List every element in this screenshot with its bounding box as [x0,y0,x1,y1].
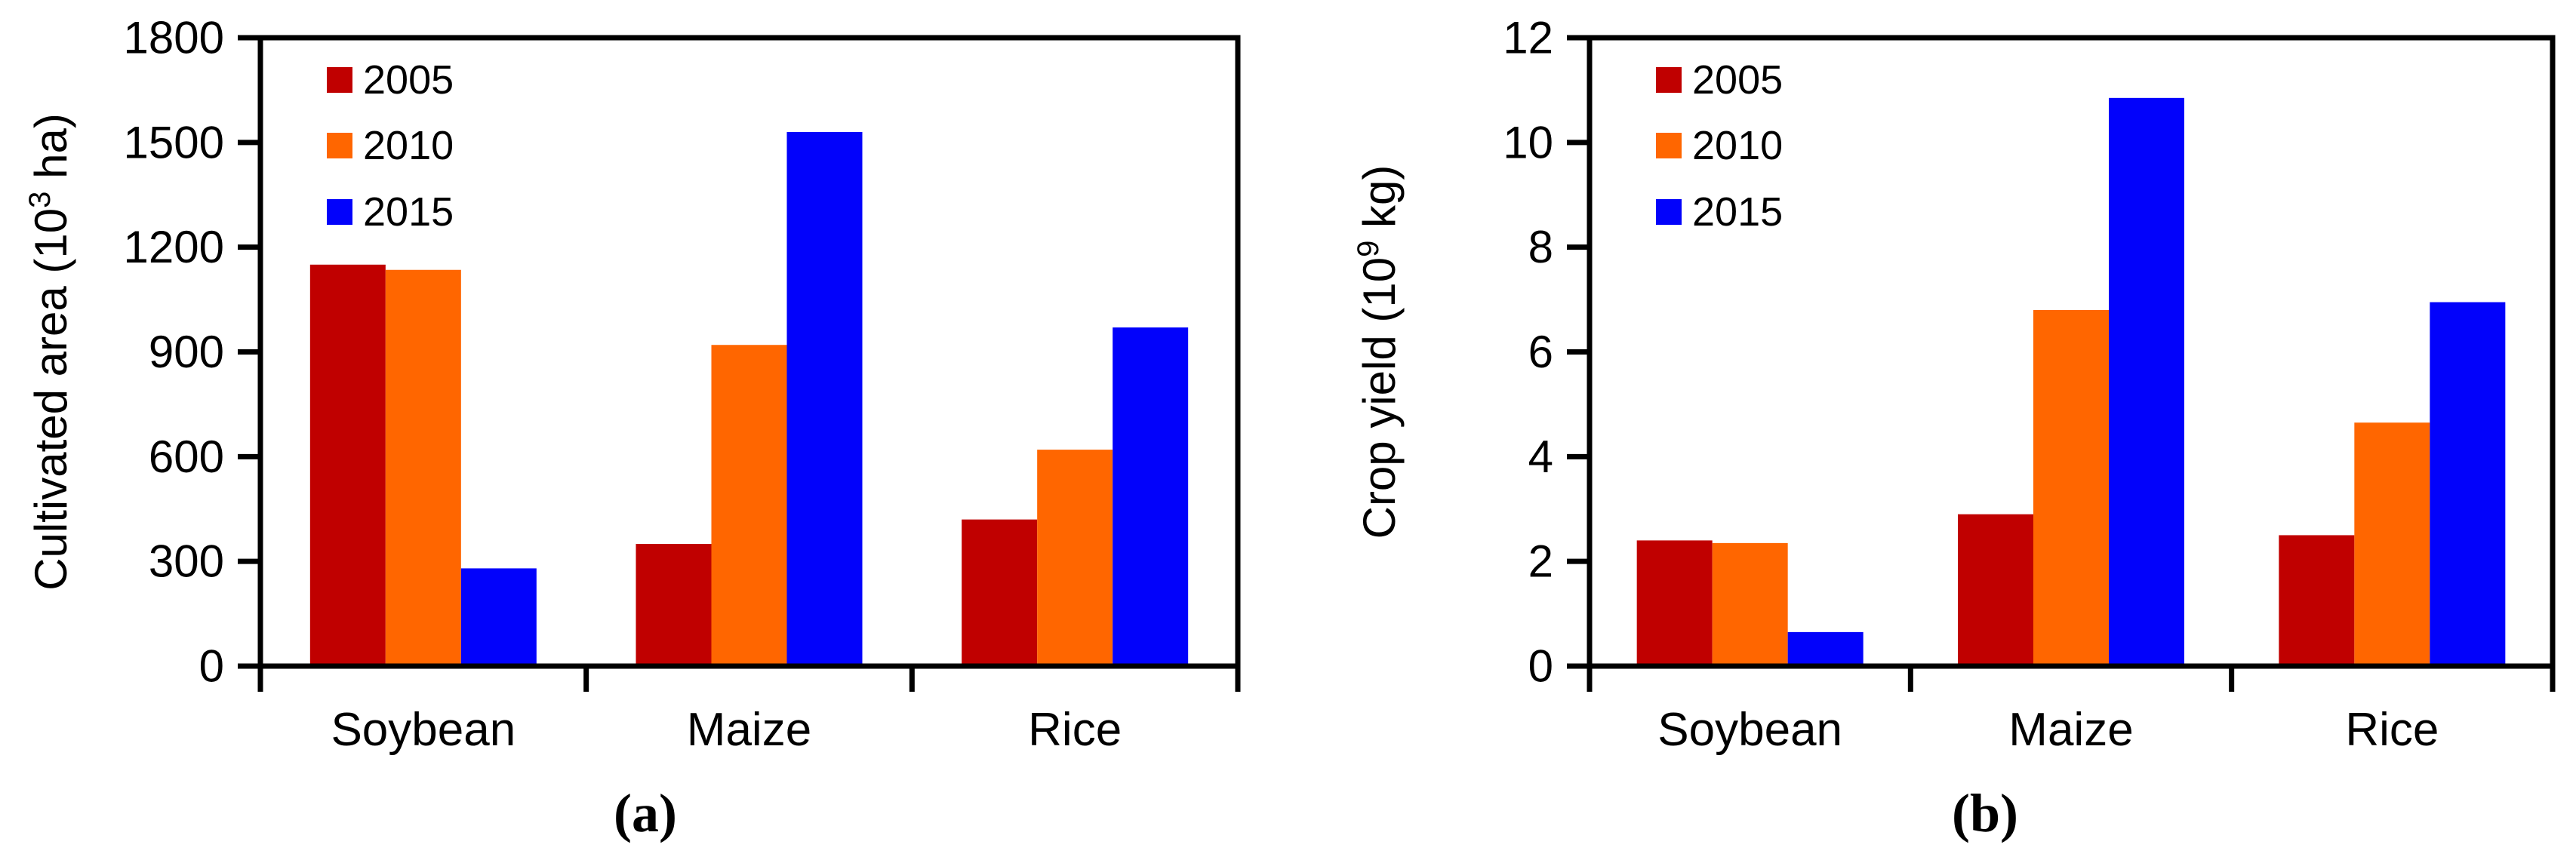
category-label-rice: Rice [1028,704,1122,756]
legend-label-2010: 2010 [1692,123,1783,168]
bar-rice-2005 [2279,535,2355,666]
bar-rice-2010 [2354,422,2430,666]
y-tick-label: 0 [1528,641,1553,692]
panel-b: 0 2 4 6 8 10 12 Soybean Maize Rice 2005 2010 2015 Cro… [1352,13,2556,843]
bar-rice-2015 [2430,302,2506,666]
category-label-soybean: Soybean [331,704,516,756]
y-tick-label: 4 [1528,432,1553,482]
bar-maize-2015 [786,131,863,666]
y-axis-title: Crop yield (109 kg) [1352,165,1405,539]
y-tick-label: 8 [1528,222,1553,272]
legend-swatch-2010 [1656,133,1682,158]
legend-label-2015: 2015 [1692,189,1783,235]
bar-maize-2005 [1958,514,2033,666]
y-tick-label: 6 [1528,327,1553,377]
y-tick-label: 600 [149,432,224,482]
y-tick-label: 2 [1528,536,1553,587]
y-tick-label: 1800 [124,13,224,63]
bar-rice-2010 [1037,450,1113,666]
y-tick-label: 300 [149,536,224,587]
legend-swatch-2005 [327,67,352,93]
category-label-soybean: Soybean [1657,704,1842,756]
legend-swatch-2015 [327,199,352,225]
legend-swatch-2010 [327,133,352,158]
legend-label-2005: 2005 [1692,57,1783,103]
bar-maize-2010 [2033,309,2109,666]
y-axis-title: Cultivated area (103 ha) [23,113,76,591]
y-tick-label: 1200 [124,222,224,272]
category-label-rice: Rice [2345,704,2439,756]
y-tick-label: 0 [199,641,224,692]
bar-soybean-2005 [309,264,386,666]
y-tick-label: 10 [1503,117,1553,167]
bar-rice-2005 [962,519,1038,666]
panel-a: 0 300 600 900 1200 1500 1800 Soybean Maize Rice 20… [23,13,1241,843]
bar-maize-2005 [636,544,712,666]
bar-soybean-2005 [1636,540,1713,666]
bar-maize-2010 [711,345,787,666]
y-tick-label: 1500 [124,117,224,167]
bar-soybean-2010 [385,269,461,667]
legend-swatch-2015 [1656,199,1682,225]
bar-soybean-2015 [460,568,537,666]
y-tick-label: 900 [149,327,224,377]
y-tick-label: 12 [1503,13,1553,63]
bar-maize-2015 [2109,97,2184,666]
legend-label-2005: 2005 [363,57,454,103]
panel-caption-b: (b) [1952,783,2018,843]
category-label-maize: Maize [687,704,811,756]
bar-soybean-2015 [1787,631,1864,666]
bar-rice-2015 [1113,327,1189,666]
legend-label-2015: 2015 [363,189,454,235]
panel-caption-a: (a) [614,783,677,843]
bar-soybean-2010 [1712,542,1788,666]
legend-label-2010: 2010 [363,123,454,168]
category-label-maize: Maize [2008,704,2133,756]
legend-swatch-2005 [1656,67,1682,93]
